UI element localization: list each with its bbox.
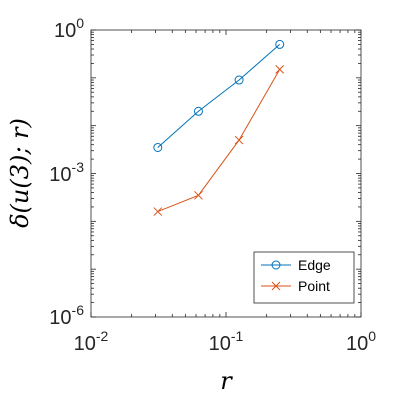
x-axis-label: r [220,367,233,395]
y-tick-label: 100 [54,15,84,42]
data-point-point [153,207,163,216]
series-line-point [157,69,281,213]
data-point-edge [153,142,163,152]
x-tick-label: 10-1 [209,328,244,355]
data-point-edge [234,75,244,85]
y-tick-label: 10-3 [49,159,84,186]
y-axis-label: δ(u(3); r) [6,118,34,228]
legend: Edge Point [253,251,355,304]
legend-marker-point [271,281,281,291]
data-point-point [275,65,285,74]
legend-marker-edge [271,260,281,270]
legend-box [253,251,355,304]
plot-frame [90,29,362,318]
data-point-edge [275,39,285,49]
legend-label-point: Point [298,278,330,294]
data-point-point [194,190,203,200]
data-point-edge [193,106,203,116]
x-tick-label: 10-2 [74,328,109,355]
series-line-edge [157,44,281,148]
series-layer [153,39,285,216]
y-tick-label: 10-6 [49,302,84,329]
x-tick-label: 100 [346,328,376,355]
legend-label-edge: Edge [298,257,331,273]
tick-marks [90,29,362,318]
data-point-point [234,135,244,145]
